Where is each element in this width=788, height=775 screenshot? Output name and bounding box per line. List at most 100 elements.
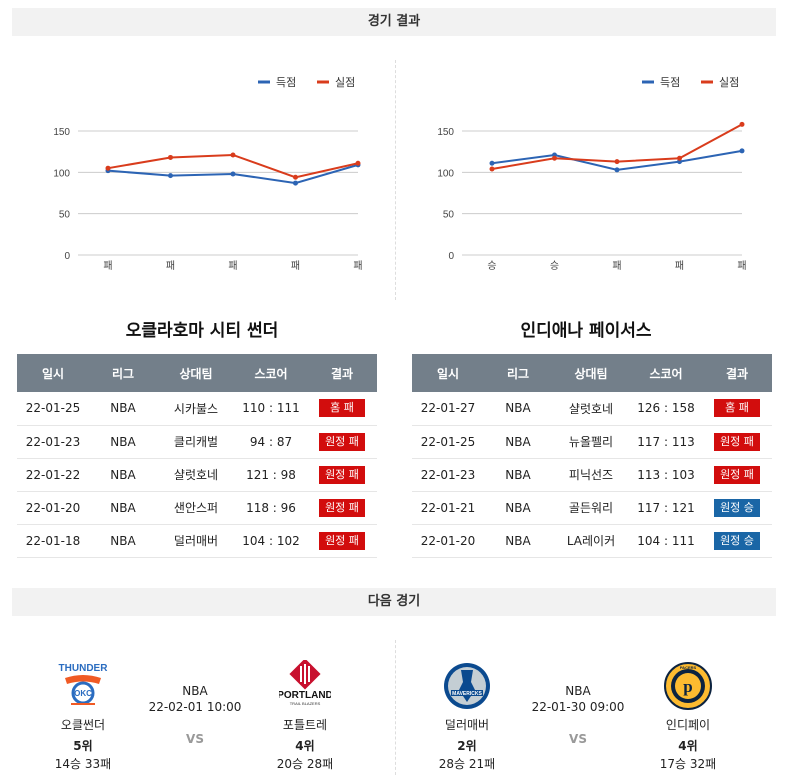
- result-badge: 원정 패: [319, 531, 365, 550]
- svg-text:PORTLAND: PORTLAND: [279, 690, 331, 701]
- data-point: [105, 165, 111, 171]
- cell-date: 22-01-25: [17, 392, 89, 426]
- cell-score: 104 : 111: [630, 524, 702, 558]
- table-row: 22-01-18 NBA 덜러매버 104 : 102 원정 패: [17, 524, 377, 558]
- table-row: 22-01-23 NBA 클리캐벌 94 : 87 원정 패: [17, 425, 377, 459]
- y-tick-label: 0: [448, 251, 454, 262]
- header-result: 결과: [702, 354, 772, 392]
- cell-opponent: 뉴올펠리: [552, 425, 630, 459]
- cell-result: 홈 패: [307, 392, 377, 426]
- cell-league: NBA: [89, 392, 157, 426]
- table-row: 22-01-23 NBA 피닉선즈 113 : 103 원정 패: [412, 458, 772, 492]
- cell-score: 126 : 158: [630, 392, 702, 426]
- cell-score: 110 : 111: [235, 392, 307, 426]
- cell-date: 22-01-25: [412, 425, 484, 459]
- data-point: [293, 180, 298, 186]
- header-score: 스코어: [630, 354, 702, 392]
- table-header-row: 일시 리그 상대팀 스코어 결과: [17, 354, 377, 392]
- legend-label: 득점: [276, 76, 296, 89]
- header-date: 일시: [17, 354, 89, 392]
- legend-label: 실점: [335, 76, 355, 89]
- svg-text:PACERS: PACERS: [680, 665, 697, 670]
- y-tick-label: 100: [53, 168, 70, 179]
- cell-date: 22-01-22: [17, 458, 89, 492]
- result-badge: 원정 승: [714, 498, 760, 517]
- chart-divider: [395, 60, 396, 300]
- cell-result: 원정 패: [307, 491, 377, 525]
- cell-opponent: 시카불스: [157, 392, 235, 426]
- y-tick-label: 50: [59, 210, 71, 221]
- cell-result: 홈 패: [702, 392, 772, 426]
- vs-label: VS: [186, 732, 204, 746]
- result-badge: 원정 승: [714, 531, 760, 550]
- cell-league: NBA: [484, 491, 552, 525]
- table-row: 22-01-25 NBA 시카불스 110 : 111 홈 패: [17, 392, 377, 426]
- header-opponent: 상대팀: [157, 354, 235, 392]
- trail-blazers-logo: PORTLAND TRAIL BLAZERS: [277, 658, 333, 712]
- x-tick-label: 패: [353, 260, 362, 272]
- cell-score: 118 : 96: [235, 491, 307, 525]
- left-team-title: 오클라호마 시티 썬더: [125, 321, 279, 341]
- x-tick-label: 패: [737, 260, 746, 272]
- match-league: NBA: [182, 684, 208, 698]
- data-point: [739, 148, 745, 154]
- y-tick-label: 50: [443, 210, 455, 221]
- cell-opponent: 피닉선즈: [552, 458, 630, 492]
- y-tick-label: 150: [53, 127, 70, 138]
- vs-label: VS: [569, 732, 587, 746]
- result-badge: 원정 패: [714, 465, 760, 484]
- data-point: [230, 171, 236, 177]
- cell-date: 22-01-21: [412, 491, 484, 525]
- result-badge: 원정 패: [319, 432, 365, 451]
- header-league: 리그: [484, 354, 552, 392]
- next-game-2-away-team[interactable]: p PACERS 인디페이 4위 17승 32패: [643, 660, 733, 772]
- legend-label: 득점: [660, 76, 680, 89]
- next-game-2-home-team[interactable]: MAVERICKS 덜러매버 2위 28승 21패: [422, 660, 512, 772]
- header-league: 리그: [89, 354, 157, 392]
- data-point: [489, 160, 495, 166]
- x-tick-label: 패: [675, 260, 684, 272]
- header-date: 일시: [412, 354, 484, 392]
- cell-date: 22-01-20: [412, 524, 484, 558]
- data-point: [293, 174, 298, 180]
- cell-score: 117 : 121: [630, 491, 702, 525]
- table-row: 22-01-25 NBA 뉴올펠리 117 : 113 원정 패: [412, 425, 772, 459]
- table-row: 22-01-27 NBA 샬럿호네 126 : 158 홈 패: [412, 392, 772, 426]
- cell-league: NBA: [484, 425, 552, 459]
- data-point: [614, 167, 620, 173]
- x-tick-label: 패: [612, 260, 621, 272]
- pacers-logo: p PACERS: [662, 660, 714, 712]
- x-tick-label: 승: [550, 260, 559, 272]
- cell-score: 117 : 113: [630, 425, 702, 459]
- team-record: 17승 32패: [659, 757, 717, 771]
- next-game-1-home-team[interactable]: THUNDER OKC 오클썬더 5위 14승 33패: [38, 660, 128, 772]
- result-badge: 원정 패: [714, 432, 760, 451]
- svg-text:TRAIL BLAZERS: TRAIL BLAZERS: [290, 701, 321, 706]
- cell-score: 121 : 98: [235, 458, 307, 492]
- table-header-row: 일시 리그 상대팀 스코어 결과: [412, 354, 772, 392]
- next-game-1-away-team[interactable]: PORTLAND TRAIL BLAZERS 포틀트레 4위 20승 28패: [260, 658, 350, 772]
- result-badge: 홈 패: [319, 399, 365, 418]
- x-tick-label: 승: [487, 260, 496, 272]
- cell-opponent: 샬럿호네: [552, 392, 630, 426]
- team-rank: 4위: [678, 739, 698, 753]
- next-games-section-title: 다음 경기: [12, 588, 776, 616]
- match-datetime: 22-02-01 10:00: [148, 700, 242, 714]
- cell-score: 113 : 103: [630, 458, 702, 492]
- team-rank: 5위: [73, 739, 93, 753]
- header-opponent: 상대팀: [552, 354, 630, 392]
- cell-date: 22-01-23: [17, 425, 89, 459]
- cell-date: 22-01-23: [412, 458, 484, 492]
- cell-opponent: 샬럿호네: [157, 458, 235, 492]
- cell-result: 원정 패: [307, 425, 377, 459]
- result-badge: 홈 패: [714, 399, 760, 418]
- cell-league: NBA: [89, 458, 157, 492]
- cell-league: NBA: [484, 524, 552, 558]
- team-rank: 2위: [457, 739, 477, 753]
- header-result: 결과: [307, 354, 377, 392]
- cell-result: 원정 승: [702, 524, 772, 558]
- result-badge: 원정 패: [319, 498, 365, 517]
- cell-opponent: 클리캐벌: [157, 425, 235, 459]
- left-team-chart: 0 50 100 150 패 패 패 패 패 득점 실점: [12, 62, 392, 280]
- team-name: 인디페이: [665, 718, 711, 732]
